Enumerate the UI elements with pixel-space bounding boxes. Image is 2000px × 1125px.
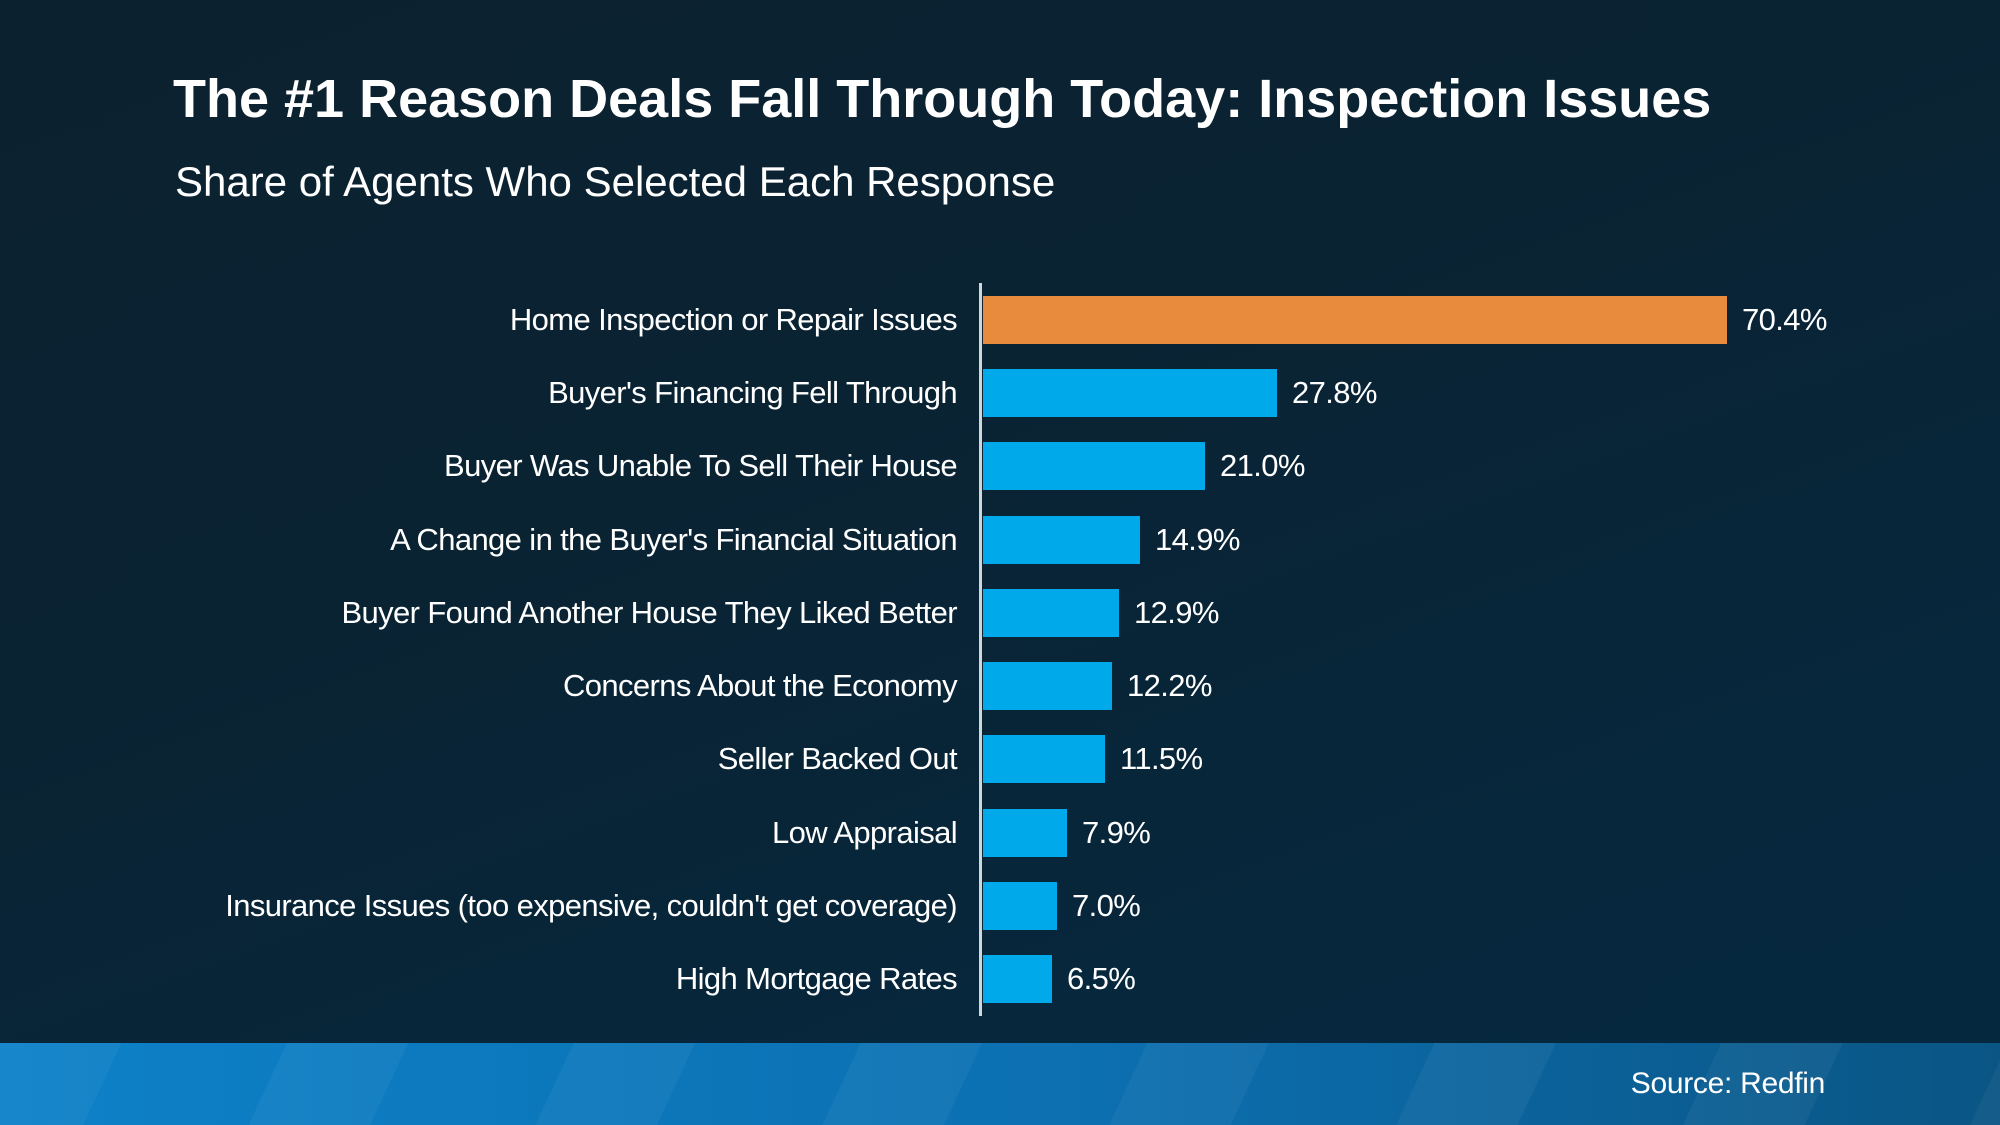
bar <box>983 955 1052 1004</box>
chart-title: The #1 Reason Deals Fall Through Today: … <box>173 69 1712 129</box>
category-label: Concerns About the Economy <box>562 668 958 704</box>
value-label: 70.4% <box>1742 301 1827 337</box>
axis-line <box>979 283 982 1016</box>
footer-bar: Source: Redfin <box>0 1043 2000 1125</box>
value-label: 6.5% <box>1067 961 1136 997</box>
bar <box>983 808 1067 857</box>
category-label: Buyer's Financing Fell Through <box>548 374 958 410</box>
bar-row: Concerns About the Economy 12.2% <box>0 649 2000 722</box>
bar-highlighted <box>983 295 1727 344</box>
value-label: 27.8% <box>1292 374 1377 410</box>
category-label: High Mortgage Rates <box>675 961 958 997</box>
bar <box>983 588 1119 637</box>
bar-rows: Home Inspection or Repair Issues 70.4% Buy… <box>0 283 2000 1016</box>
value-label: 7.9% <box>1082 814 1151 850</box>
category-label: Insurance Issues (too expensive, couldn'… <box>225 888 957 924</box>
category-label: A Change in the Buyer's Financial Situat… <box>390 521 958 557</box>
value-label: 12.9% <box>1134 594 1219 630</box>
bar-row: Seller Backed Out 11.5% <box>0 723 2000 796</box>
source-label: Source: Redfin <box>1630 1067 1826 1100</box>
bar-row: Insurance Issues (too expensive, couldn'… <box>0 869 2000 942</box>
chart-subtitle: Share of Agents Who Selected Each Respon… <box>175 158 1056 205</box>
category-label: Home Inspection or Repair Issues <box>509 301 958 337</box>
category-label: Low Appraisal <box>772 814 958 850</box>
bar-row: Buyer's Financing Fell Through 27.8% <box>0 356 2000 429</box>
bar <box>983 735 1105 784</box>
value-label: 14.9% <box>1155 521 1240 557</box>
bar <box>983 882 1057 931</box>
category-label: Seller Backed Out <box>717 741 958 777</box>
bar <box>983 662 1112 711</box>
value-label: 12.2% <box>1127 668 1212 704</box>
category-label: Buyer Was Unable To Sell Their House <box>444 448 958 484</box>
bar-row: Low Appraisal 7.9% <box>0 796 2000 869</box>
bar <box>983 515 1140 564</box>
bar-chart: Home Inspection or Repair Issues 70.4% Buy… <box>0 283 2000 1016</box>
bar <box>983 368 1277 417</box>
bar-row: A Change in the Buyer's Financial Situat… <box>0 503 2000 576</box>
bar-row: High Mortgage Rates 6.5% <box>0 943 2000 1016</box>
value-label: 11.5% <box>1120 741 1203 777</box>
bar <box>983 442 1205 491</box>
bar-row: Buyer Found Another House They Liked Bet… <box>0 576 2000 649</box>
value-label: 7.0% <box>1072 888 1141 924</box>
value-label: 21.0% <box>1220 448 1305 484</box>
bar-row: Home Inspection or Repair Issues 70.4% <box>0 283 2000 356</box>
bar-row: Buyer Was Unable To Sell Their House 21.0… <box>0 430 2000 503</box>
category-label: Buyer Found Another House They Liked Bet… <box>341 594 957 630</box>
